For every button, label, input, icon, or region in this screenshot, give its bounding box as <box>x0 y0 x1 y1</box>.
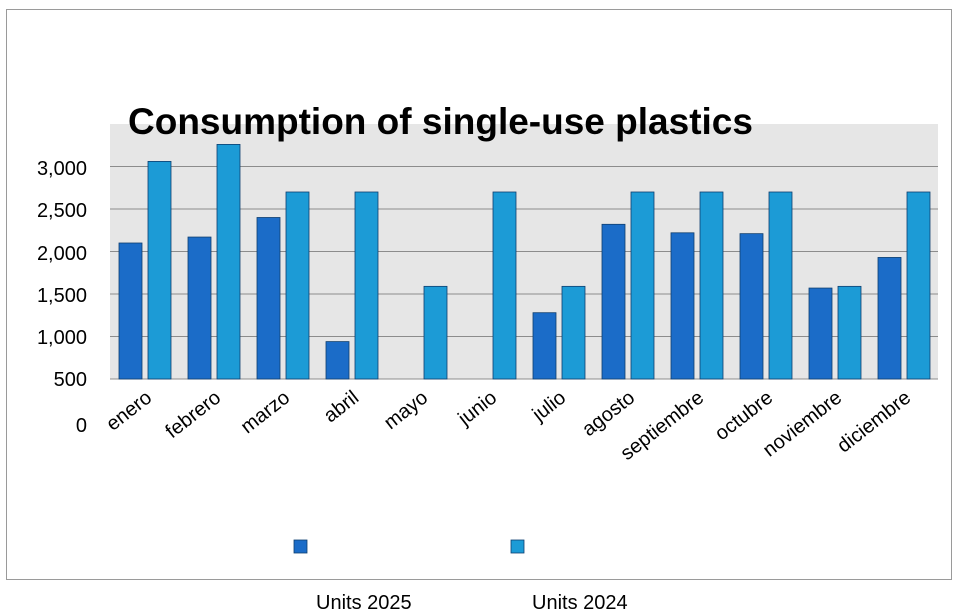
chart-title: Consumption of single-use plastics <box>128 101 753 142</box>
x-tick-label-enero: enero <box>102 387 156 436</box>
bar-units-2025-marzo <box>256 217 281 380</box>
bar-units-2024-octubre <box>768 191 793 380</box>
y-tick-label: 2,500 <box>37 200 87 222</box>
x-tick-label-febrero: febrero <box>162 387 225 443</box>
x-tick-labels: enero febrero marzo abril mayo junio julio agos… <box>102 387 915 465</box>
bar-units-2024-abril <box>354 191 379 380</box>
y-tick-label: 0 <box>76 415 87 437</box>
legend-swatch-units-2024 <box>510 539 525 554</box>
bar-units-2024-septiembre <box>699 191 724 380</box>
bar-units-2025-septiembre <box>670 232 695 380</box>
x-tick-label-marzo: marzo <box>237 387 294 439</box>
bar-units-2025-octubre <box>739 233 764 380</box>
bar-units-2025-agosto <box>601 223 626 380</box>
legend-swatch-units-2025 <box>293 539 308 554</box>
bar-units-2025-febrero <box>187 236 212 380</box>
bar-units-2024-febrero <box>216 143 241 380</box>
gridlines <box>110 166 938 380</box>
bar-units-2024-noviembre <box>837 285 862 380</box>
y-tick-label: 500 <box>54 369 87 391</box>
y-tick-labels: 0 500 1,000 1,500 2,000 2,500 3,000 <box>37 158 87 437</box>
x-tick-label-diciembre: diciembre <box>833 387 915 458</box>
x-tick-label-agosto: agosto <box>578 387 639 441</box>
bar-units-2025-diciembre <box>877 257 902 380</box>
bars <box>118 143 931 380</box>
bar-units-2025-noviembre <box>808 287 833 380</box>
bar-units-2024-diciembre <box>906 191 931 380</box>
y-tick-label: 3,000 <box>37 158 87 180</box>
bar-units-2024-junio <box>492 191 517 380</box>
x-tick-label-mayo: mayo <box>380 387 432 434</box>
x-tick-label-octubre: octubre <box>711 387 777 445</box>
bar-units-2024-agosto <box>630 191 655 380</box>
bar-units-2024-julio <box>561 285 586 380</box>
y-tick-label: 1,000 <box>37 327 87 349</box>
bar-units-2024-marzo <box>285 191 310 380</box>
bar-units-2025-enero <box>118 242 143 380</box>
bar-units-2024-enero <box>147 160 172 380</box>
bar-units-2025-julio <box>532 312 557 380</box>
bar-units-2025-abril <box>325 341 350 380</box>
legend-label-units-2024: Units 2024 <box>532 592 628 614</box>
x-tick-label-julio: julio <box>528 387 570 427</box>
y-tick-label: 2,000 <box>37 243 87 265</box>
x-tick-label-abril: abril <box>320 387 363 428</box>
y-tick-label: 1,500 <box>37 285 87 307</box>
legend-label-units-2025: Units 2025 <box>316 592 412 614</box>
bar-units-2024-mayo <box>423 285 448 380</box>
legend <box>293 539 525 554</box>
x-tick-label-junio: junio <box>453 387 501 431</box>
